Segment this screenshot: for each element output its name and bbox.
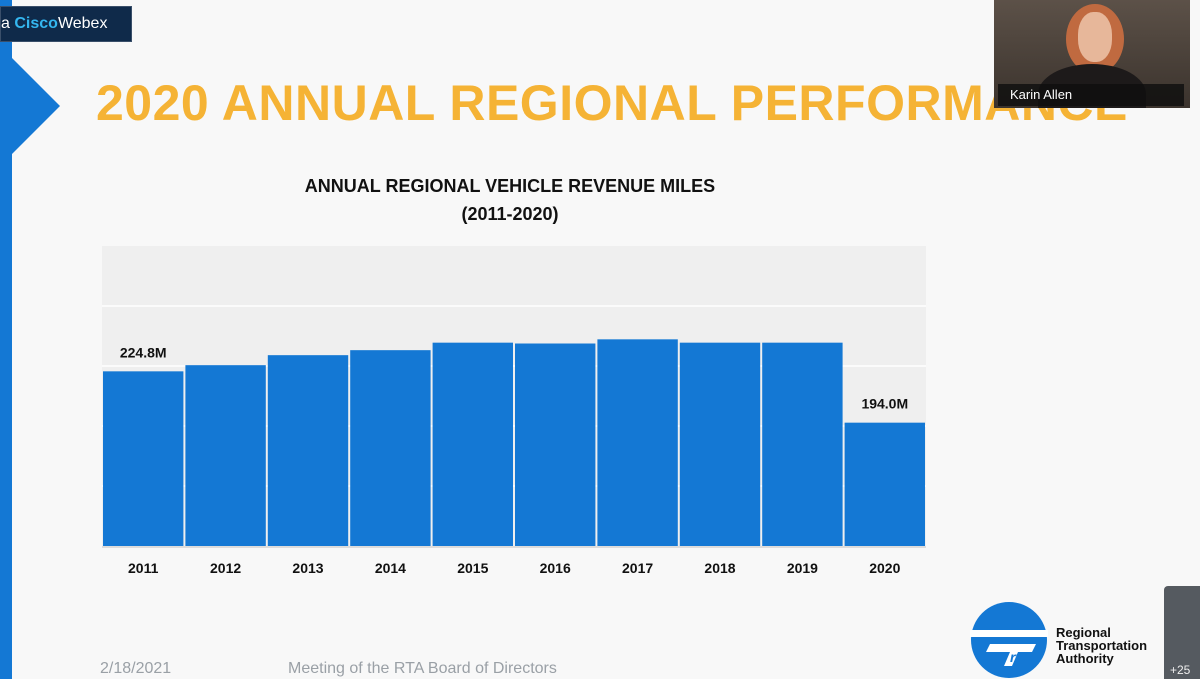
x-tick-label-2018: 2018	[704, 560, 735, 576]
bar-2015	[432, 342, 513, 546]
bar-2020	[844, 422, 925, 546]
bar-2017	[597, 339, 678, 546]
bar-2016	[515, 343, 596, 546]
chart-title-text: ANNUAL REGIONAL VEHICLE REVENUE MILES	[304, 176, 716, 196]
data-label-2020: 194.0M	[861, 396, 908, 412]
x-tick-label-2014: 2014	[375, 560, 406, 576]
chart-title: ANNUAL REGIONAL VEHICLE REVENUE MILES (2…	[230, 172, 790, 228]
rta-logo-line3: Authority	[1056, 651, 1114, 666]
rta-logo-mark: rta	[1010, 649, 1028, 665]
bar-chart: 2011 2012 2013 2014 2015 2016 2017 2018 2019 2020…	[102, 246, 926, 576]
x-tick-label-2011: 2011	[128, 560, 159, 576]
bar-2011	[103, 371, 184, 546]
x-tick-label-2012: 2012	[210, 560, 241, 576]
footer-date: 2/18/2021	[100, 660, 172, 677]
participants-overflow-count: +25	[1170, 663, 1191, 677]
rta-logo-line2: Transportation	[1056, 638, 1148, 653]
bar-2014	[350, 350, 431, 546]
x-tick-label-2015: 2015	[457, 560, 488, 576]
bar-2012	[185, 365, 266, 546]
bar-2019	[762, 342, 843, 546]
bar-2013	[267, 355, 349, 546]
x-tick-label-2020: 2020	[869, 560, 900, 576]
data-label-2011: 224.8M	[120, 344, 167, 360]
x-tick-label-2013: 2013	[292, 560, 323, 576]
participant-video-tile[interactable]: Karin Allen	[994, 0, 1190, 108]
x-tick-label-2017: 2017	[622, 560, 653, 576]
slide-accent-arrow	[12, 58, 60, 154]
x-tick-label-2016: 2016	[540, 560, 571, 576]
rta-logo-icon: rta	[970, 602, 1048, 678]
participant-name-label: Karin Allen	[998, 84, 1184, 106]
slide-title: 2020 ANNUAL REGIONAL PERFORMANCE	[96, 75, 1128, 131]
rta-logo-line1: Regional	[1056, 625, 1111, 640]
webex-prefix: a	[1, 15, 10, 32]
participant-face	[1078, 12, 1112, 62]
webex-webex-text: Webex	[57, 15, 108, 32]
x-tick-label-2019: 2019	[787, 560, 818, 576]
chart-subtitle: (2011-2020)	[461, 204, 559, 224]
footer-meeting: Meeting of the RTA Board of Directors	[288, 660, 557, 677]
participants-overflow-tab[interactable]: +25	[1164, 586, 1200, 679]
webex-brand-badge: a CiscoWebex	[0, 6, 132, 42]
slide-accent-bar	[0, 0, 12, 679]
webex-cisco-text: Cisco	[14, 15, 58, 32]
rta-logo-text: Regional Transportation Authority	[1056, 626, 1147, 665]
bar-2018	[679, 342, 761, 546]
